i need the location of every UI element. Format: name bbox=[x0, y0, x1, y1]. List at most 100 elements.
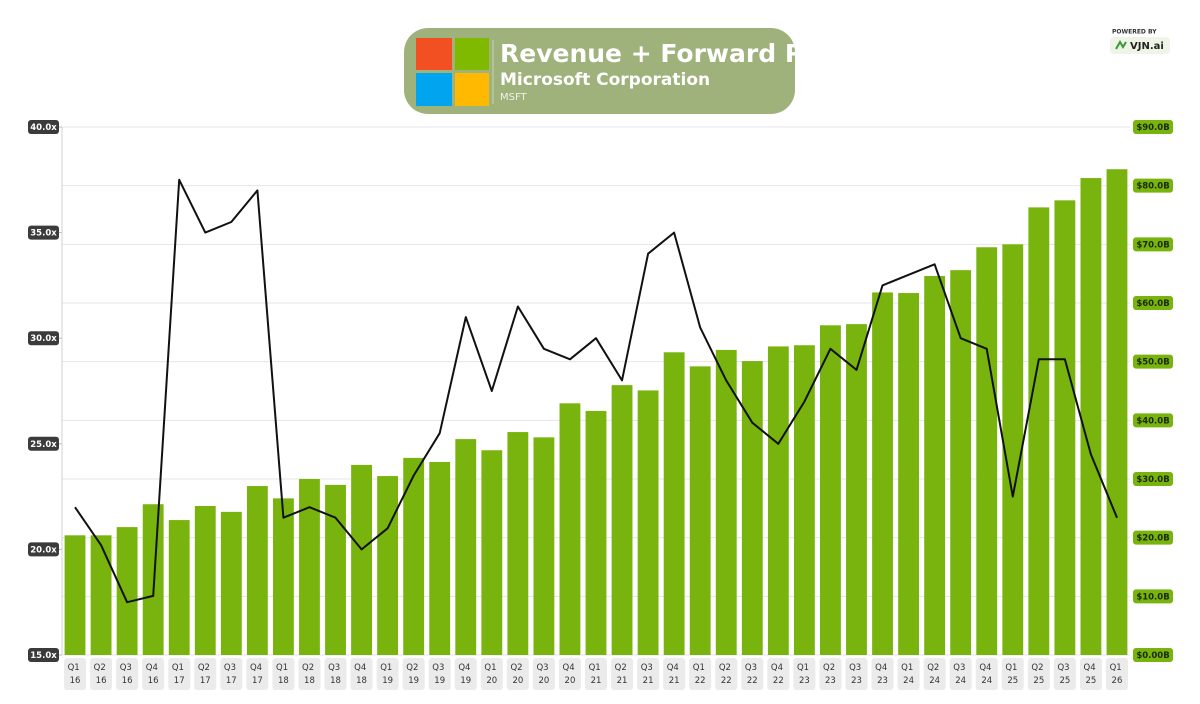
x-tick-box bbox=[1001, 658, 1024, 690]
bar bbox=[1028, 207, 1050, 655]
x-tick-label: Q4 17 bbox=[250, 663, 265, 686]
x-tick-box bbox=[64, 658, 87, 690]
x-tick-box bbox=[845, 658, 868, 690]
x-tick-box bbox=[715, 658, 738, 690]
bar bbox=[767, 346, 789, 655]
x-tick-label: Q3 16 bbox=[120, 663, 135, 686]
x-tick-part: Q1 bbox=[797, 663, 812, 673]
x-tick-part: Q4 bbox=[667, 663, 682, 673]
x-tick-part: 17 bbox=[174, 676, 185, 686]
brand-caption: POWERED BY bbox=[1112, 29, 1157, 36]
x-tick-box bbox=[897, 658, 920, 690]
bar bbox=[689, 366, 711, 655]
x-tick-part: Q3 bbox=[849, 663, 864, 673]
x-tick-box bbox=[428, 658, 451, 690]
x-tick-box bbox=[819, 658, 842, 690]
x-tick-box bbox=[975, 658, 998, 690]
axes: $0.00B $10.0B $20.0B $30.0B $40.0B $50.0B $60.… bbox=[28, 120, 1173, 690]
x-tick-box bbox=[454, 658, 477, 690]
x-tick-part: 20 bbox=[538, 676, 549, 686]
x-tick-label: Q4 21 bbox=[667, 663, 682, 686]
bar bbox=[559, 403, 581, 655]
logo-square bbox=[455, 38, 489, 70]
x-tick-box bbox=[1053, 658, 1076, 690]
y-tick-label: 15.0x bbox=[30, 651, 57, 661]
bar bbox=[272, 498, 294, 655]
lines bbox=[74, 178, 1118, 604]
x-tick-part: 26 bbox=[1112, 676, 1123, 686]
x-tick-label: Q1 18 bbox=[276, 663, 291, 686]
y2-tick-box bbox=[1133, 354, 1173, 369]
x-tick-label: Q2 17 bbox=[198, 663, 213, 686]
bar bbox=[715, 349, 737, 655]
bar bbox=[846, 324, 867, 655]
y2-tick-label: $40.0B bbox=[1136, 416, 1169, 426]
x-tick-box bbox=[272, 658, 295, 690]
x-tick-label: Q2 20 bbox=[510, 663, 525, 686]
y2-tick-box bbox=[1133, 178, 1173, 193]
bar bbox=[898, 293, 920, 655]
x-tick-part: Q1 bbox=[589, 663, 604, 673]
brand-name: VJN.ai bbox=[1130, 41, 1164, 52]
x-tick-label: Q3 17 bbox=[224, 663, 239, 686]
x-tick-part: Q1 bbox=[172, 663, 187, 673]
x-tick-box bbox=[767, 658, 790, 690]
y-tick-box bbox=[28, 542, 59, 557]
bar bbox=[377, 476, 399, 655]
y-tick-label: 40.0x bbox=[30, 123, 57, 133]
y2-tick-box bbox=[1133, 413, 1173, 428]
x-tick-part: 23 bbox=[851, 676, 862, 686]
x-tick-part: Q4 bbox=[458, 663, 473, 673]
branding: POWERED BY VJN.ai bbox=[1110, 29, 1170, 54]
x-tick-part: Q4 bbox=[875, 663, 890, 673]
x-tick-part: Q4 bbox=[979, 663, 994, 673]
x-tick-part: Q1 bbox=[901, 663, 916, 673]
x-tick-box bbox=[194, 658, 217, 690]
bar bbox=[429, 461, 451, 655]
bar bbox=[976, 247, 998, 655]
x-tick-part: Q1 bbox=[380, 663, 395, 673]
chart-title: Revenue + Forward P/E bbox=[500, 39, 829, 68]
x-tick-box bbox=[793, 658, 816, 690]
x-tick-box bbox=[585, 658, 607, 690]
x-tick-label: Q4 22 bbox=[771, 663, 786, 686]
chart-subtitle: Microsoft Corporation bbox=[500, 70, 710, 90]
x-tick-label: Q4 16 bbox=[146, 663, 161, 686]
y2-tick-label: $50.0B bbox=[1136, 358, 1169, 368]
x-tick-label: Q1 24 bbox=[901, 663, 916, 686]
bar bbox=[872, 292, 893, 655]
x-tick-label: Q1 20 bbox=[484, 663, 499, 686]
x-tick-part: Q2 bbox=[615, 663, 630, 673]
logo-square bbox=[416, 38, 452, 70]
x-tick-part: Q4 bbox=[1084, 663, 1099, 673]
x-tick-label: Q2 21 bbox=[615, 663, 630, 686]
x-tick-part: 21 bbox=[643, 676, 654, 686]
bar bbox=[246, 486, 268, 655]
x-tick-part: Q3 bbox=[224, 663, 239, 673]
x-tick-box bbox=[376, 658, 399, 690]
y2-tick-label: $20.0B bbox=[1136, 534, 1169, 544]
bar bbox=[924, 276, 946, 655]
brand-icon bbox=[1115, 40, 1127, 50]
x-tick-box bbox=[220, 658, 243, 690]
bar bbox=[455, 439, 477, 655]
x-tick-box bbox=[246, 658, 269, 690]
x-tick-box bbox=[402, 658, 425, 690]
x-tick-label: Q1 19 bbox=[380, 663, 395, 686]
x-tick-box bbox=[611, 658, 634, 690]
x-tick-box bbox=[1105, 658, 1128, 690]
x-tick-part: Q2 bbox=[927, 663, 942, 673]
x-tick-part: 18 bbox=[356, 676, 367, 686]
x-tick-part: Q3 bbox=[641, 663, 656, 673]
x-tick-part: Q3 bbox=[536, 663, 551, 673]
x-tick-box bbox=[116, 658, 139, 690]
x-tick-part: 19 bbox=[408, 676, 419, 686]
x-tick-label: Q3 22 bbox=[745, 663, 760, 686]
y2-tick-box bbox=[1133, 589, 1173, 604]
x-tick-label: Q3 20 bbox=[536, 663, 551, 686]
line bbox=[74, 178, 1118, 604]
bar bbox=[611, 385, 633, 655]
x-tick-label: Q4 19 bbox=[458, 663, 473, 686]
y-tick-box bbox=[28, 331, 59, 346]
